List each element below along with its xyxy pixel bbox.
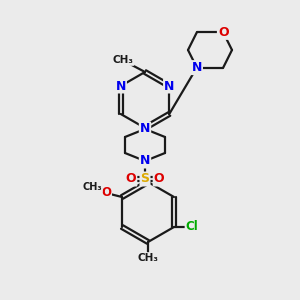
Text: CH₃: CH₃: [137, 253, 158, 263]
Text: O: O: [154, 172, 164, 185]
Text: S: S: [140, 172, 149, 185]
Text: N: N: [116, 80, 126, 92]
Text: N: N: [140, 154, 150, 167]
Text: N: N: [192, 61, 202, 74]
Text: N: N: [140, 122, 150, 136]
Text: O: O: [126, 172, 136, 185]
Text: N: N: [164, 80, 174, 92]
Text: Cl: Cl: [186, 220, 198, 233]
Text: CH₃: CH₃: [82, 182, 102, 192]
Text: O: O: [101, 187, 111, 200]
Text: CH₃: CH₃: [112, 55, 134, 65]
Text: O: O: [218, 26, 229, 39]
